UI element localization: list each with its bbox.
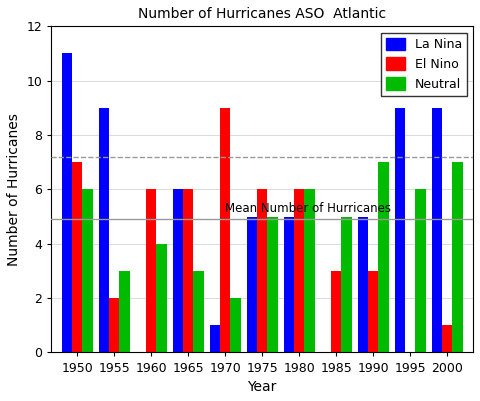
- Text: Mean Number of Hurricanes: Mean Number of Hurricanes: [225, 203, 391, 215]
- Bar: [247, 217, 257, 352]
- Bar: [267, 217, 278, 352]
- Bar: [230, 298, 241, 352]
- Y-axis label: Number of Hurricanes: Number of Hurricanes: [7, 113, 21, 266]
- Bar: [378, 162, 389, 352]
- Bar: [220, 108, 230, 352]
- Bar: [368, 271, 378, 352]
- Bar: [432, 108, 442, 352]
- Bar: [193, 271, 204, 352]
- Bar: [341, 217, 352, 352]
- Bar: [284, 217, 294, 352]
- Bar: [109, 298, 120, 352]
- Bar: [62, 53, 72, 352]
- Bar: [452, 162, 463, 352]
- Bar: [72, 162, 83, 352]
- Bar: [183, 189, 193, 352]
- Bar: [99, 108, 109, 352]
- Bar: [173, 189, 183, 352]
- Bar: [156, 244, 167, 352]
- Bar: [304, 189, 315, 352]
- Bar: [358, 217, 368, 352]
- Bar: [442, 325, 452, 352]
- Bar: [395, 108, 405, 352]
- Bar: [257, 189, 267, 352]
- Bar: [83, 189, 93, 352]
- Title: Number of Hurricanes ASO  Atlantic: Number of Hurricanes ASO Atlantic: [138, 7, 386, 21]
- Legend: La Nina, El Nino, Neutral: La Nina, El Nino, Neutral: [381, 32, 467, 96]
- Bar: [415, 189, 426, 352]
- Bar: [331, 271, 341, 352]
- X-axis label: Year: Year: [248, 380, 277, 394]
- Bar: [210, 325, 220, 352]
- Bar: [120, 271, 130, 352]
- Bar: [294, 189, 304, 352]
- Bar: [146, 189, 156, 352]
